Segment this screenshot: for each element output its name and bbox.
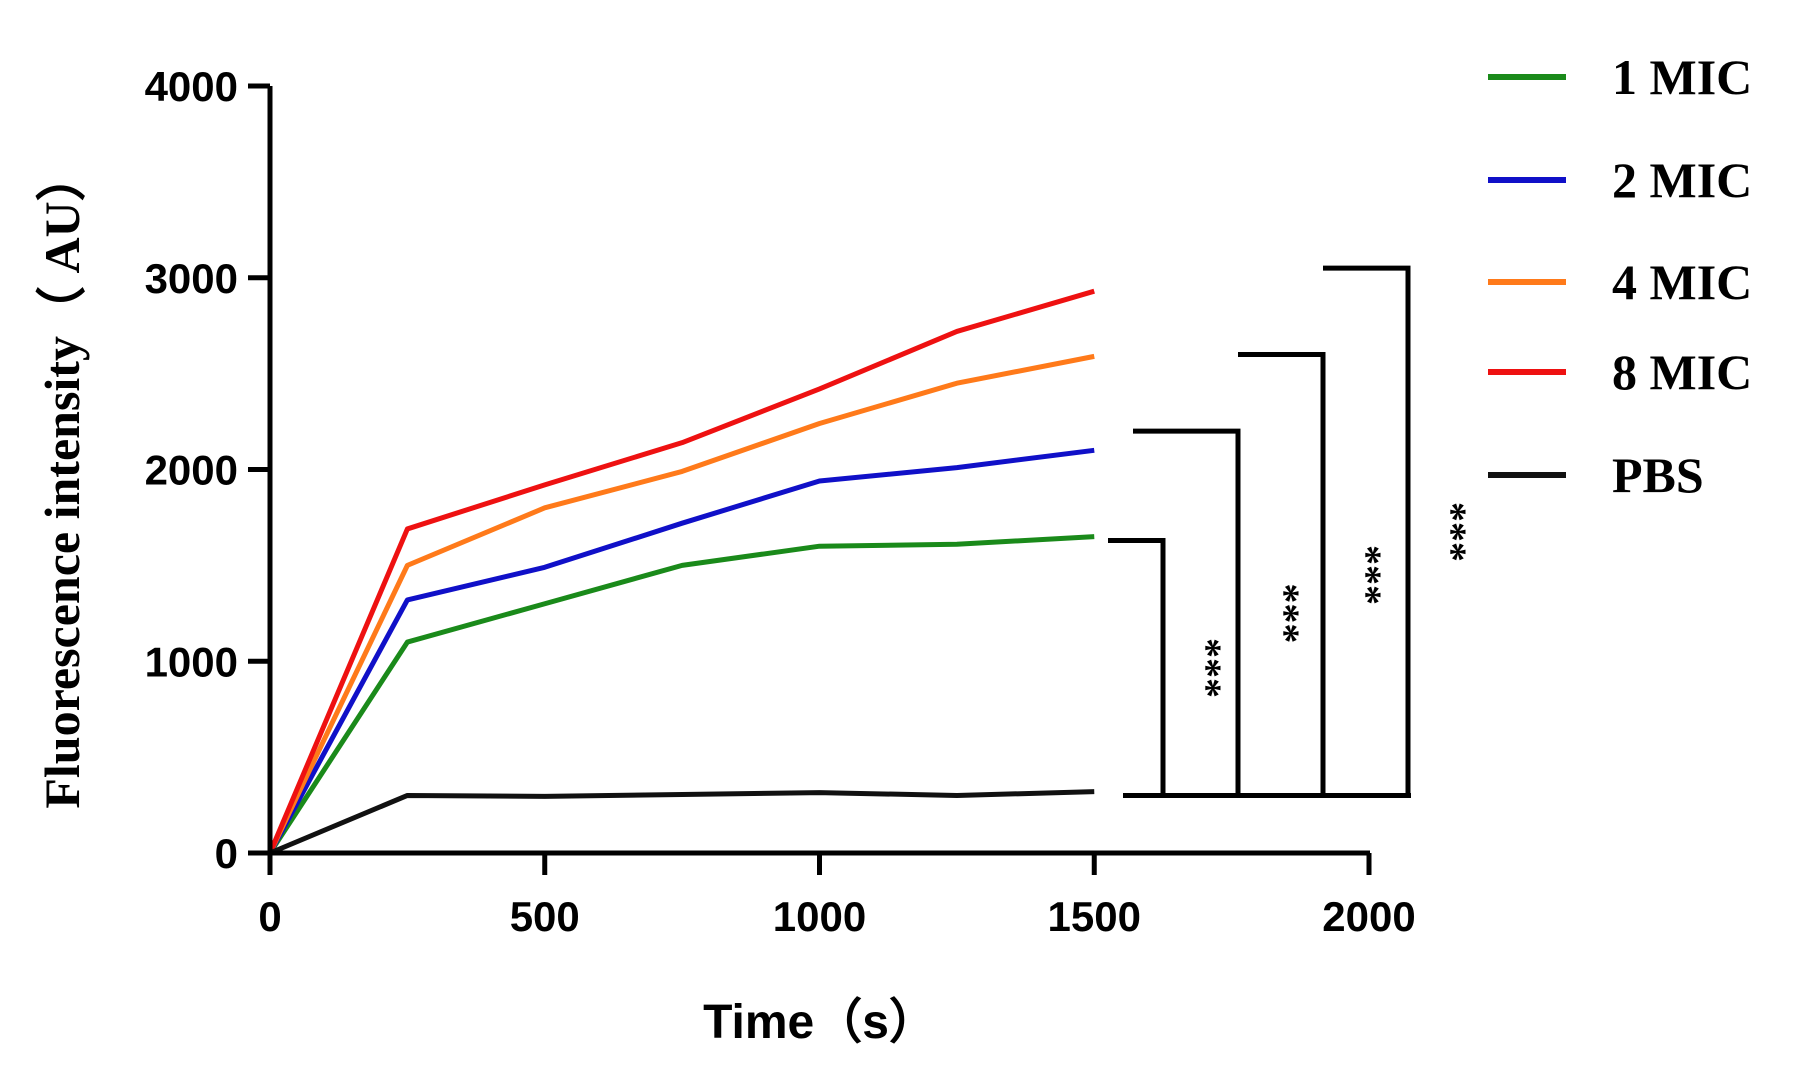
x-tick-label: 0	[258, 893, 281, 940]
series-line-2-mic	[267, 447, 1095, 855]
significance-layer: *** *** *** ***	[1108, 265, 1475, 798]
series-line-1-mic	[267, 534, 1095, 855]
significance-label: ***	[1185, 638, 1230, 698]
series-line-pbs	[269, 789, 1095, 856]
y-axis-title: Fluorescence intensity（ AU）	[34, 151, 90, 808]
y-tick-label: 4000	[145, 63, 238, 110]
x-tick-label: 1000	[773, 893, 866, 940]
significance-label: ***	[1345, 545, 1390, 605]
legend: 1 MIC 2 MIC 4 MIC 8 MIC PBS	[1488, 49, 1752, 503]
significance-label: ***	[1263, 583, 1308, 643]
y-tick-label: 3000	[145, 255, 238, 302]
significance-bracket	[1133, 428, 1241, 796]
legend-label-1-mic: 1 MIC	[1612, 49, 1752, 105]
legend-label-8-mic: 8 MIC	[1612, 344, 1752, 400]
significance-bracket	[1323, 265, 1411, 796]
legend-label-2-mic: 2 MIC	[1612, 152, 1752, 208]
x-tick-label: 2000	[1322, 893, 1415, 940]
ticks-layer: 0 500 1000 1500 2000 0 1000 2000 3000 4000	[145, 63, 1416, 940]
significance-bracket	[1238, 351, 1326, 796]
y-tick-label: 1000	[145, 638, 238, 685]
significance-label: ***	[1430, 502, 1475, 562]
legend-label-pbs: PBS	[1612, 447, 1704, 503]
y-tick-label: 0	[215, 830, 238, 877]
series-layer	[267, 288, 1095, 856]
y-tick-label: 2000	[145, 447, 238, 494]
x-tick-label: 500	[510, 893, 580, 940]
significance-bracket	[1108, 537, 1166, 796]
x-tick-label: 1500	[1048, 893, 1141, 940]
legend-label-4-mic: 4 MIC	[1612, 254, 1752, 310]
series-line-4-mic	[267, 353, 1095, 855]
x-axis-title: Time（s）	[703, 996, 937, 1049]
series-line-8-mic	[267, 288, 1095, 854]
